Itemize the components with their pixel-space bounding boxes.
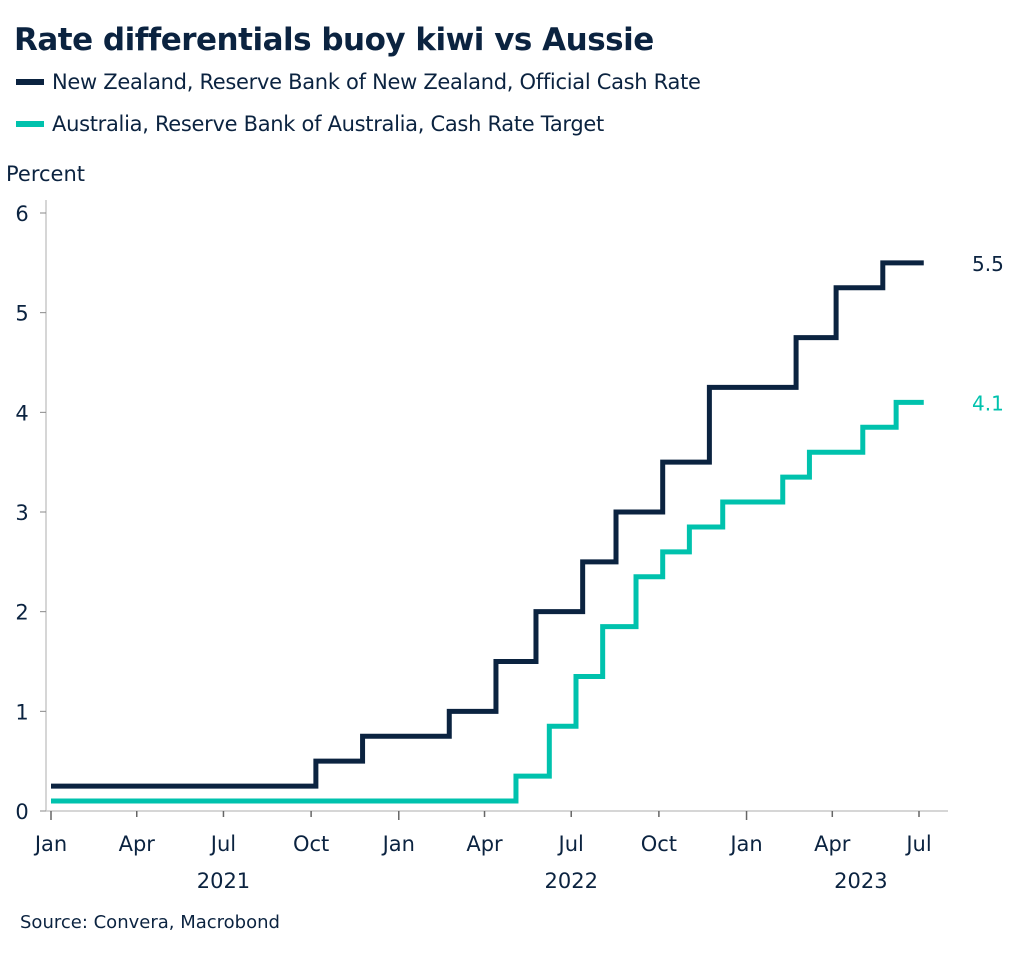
x-tick-label: Jul (904, 832, 931, 856)
x-year-label: 2021 (197, 869, 250, 893)
y-axis-label: Percent (6, 162, 86, 186)
x-tick-label: Jul (557, 832, 584, 856)
x-tick-label: Oct (293, 832, 329, 856)
x-tick-label: Oct (641, 832, 677, 856)
legend-swatch-au (16, 121, 44, 127)
y-tick-label: 2 (15, 601, 28, 625)
y-tick-label: 4 (15, 401, 28, 425)
x-tick-label: Jan (33, 832, 67, 856)
legend-label-nz: New Zealand, Reserve Bank of New Zealand… (52, 70, 701, 94)
y-tick-label: 6 (15, 202, 28, 226)
legend-label-au: Australia, Reserve Bank of Australia, Ca… (52, 112, 604, 136)
x-tick-label: Apr (814, 832, 851, 856)
y-tick-label: 0 (15, 800, 28, 824)
legend-swatch-nz (16, 79, 44, 85)
y-tick-label: 5 (15, 302, 28, 326)
x-tick-label: Jul (209, 832, 236, 856)
y-tick-label: 1 (15, 700, 28, 724)
legend-item-au: Australia, Reserve Bank of Australia, Ca… (16, 112, 604, 136)
x-tick-label: Apr (119, 832, 156, 856)
x-year-label: 2023 (834, 869, 887, 893)
y-tick-label: 3 (15, 501, 28, 525)
end-label-nz: 5.5 (972, 252, 1004, 276)
x-tick-label: Jan (728, 832, 762, 856)
legend-item-nz: New Zealand, Reserve Bank of New Zealand… (16, 70, 701, 94)
source-note: Source: Convera, Macrobond (20, 912, 280, 933)
series-line-au (51, 399, 924, 804)
x-year-label: 2022 (545, 869, 598, 893)
chart-title: Rate differentials buoy kiwi vs Aussie (14, 22, 654, 58)
series-line-nz (51, 260, 924, 789)
x-tick-label: Jan (381, 832, 415, 856)
end-label-au: 4.1 (972, 391, 1004, 415)
x-tick-label: Apr (466, 832, 503, 856)
